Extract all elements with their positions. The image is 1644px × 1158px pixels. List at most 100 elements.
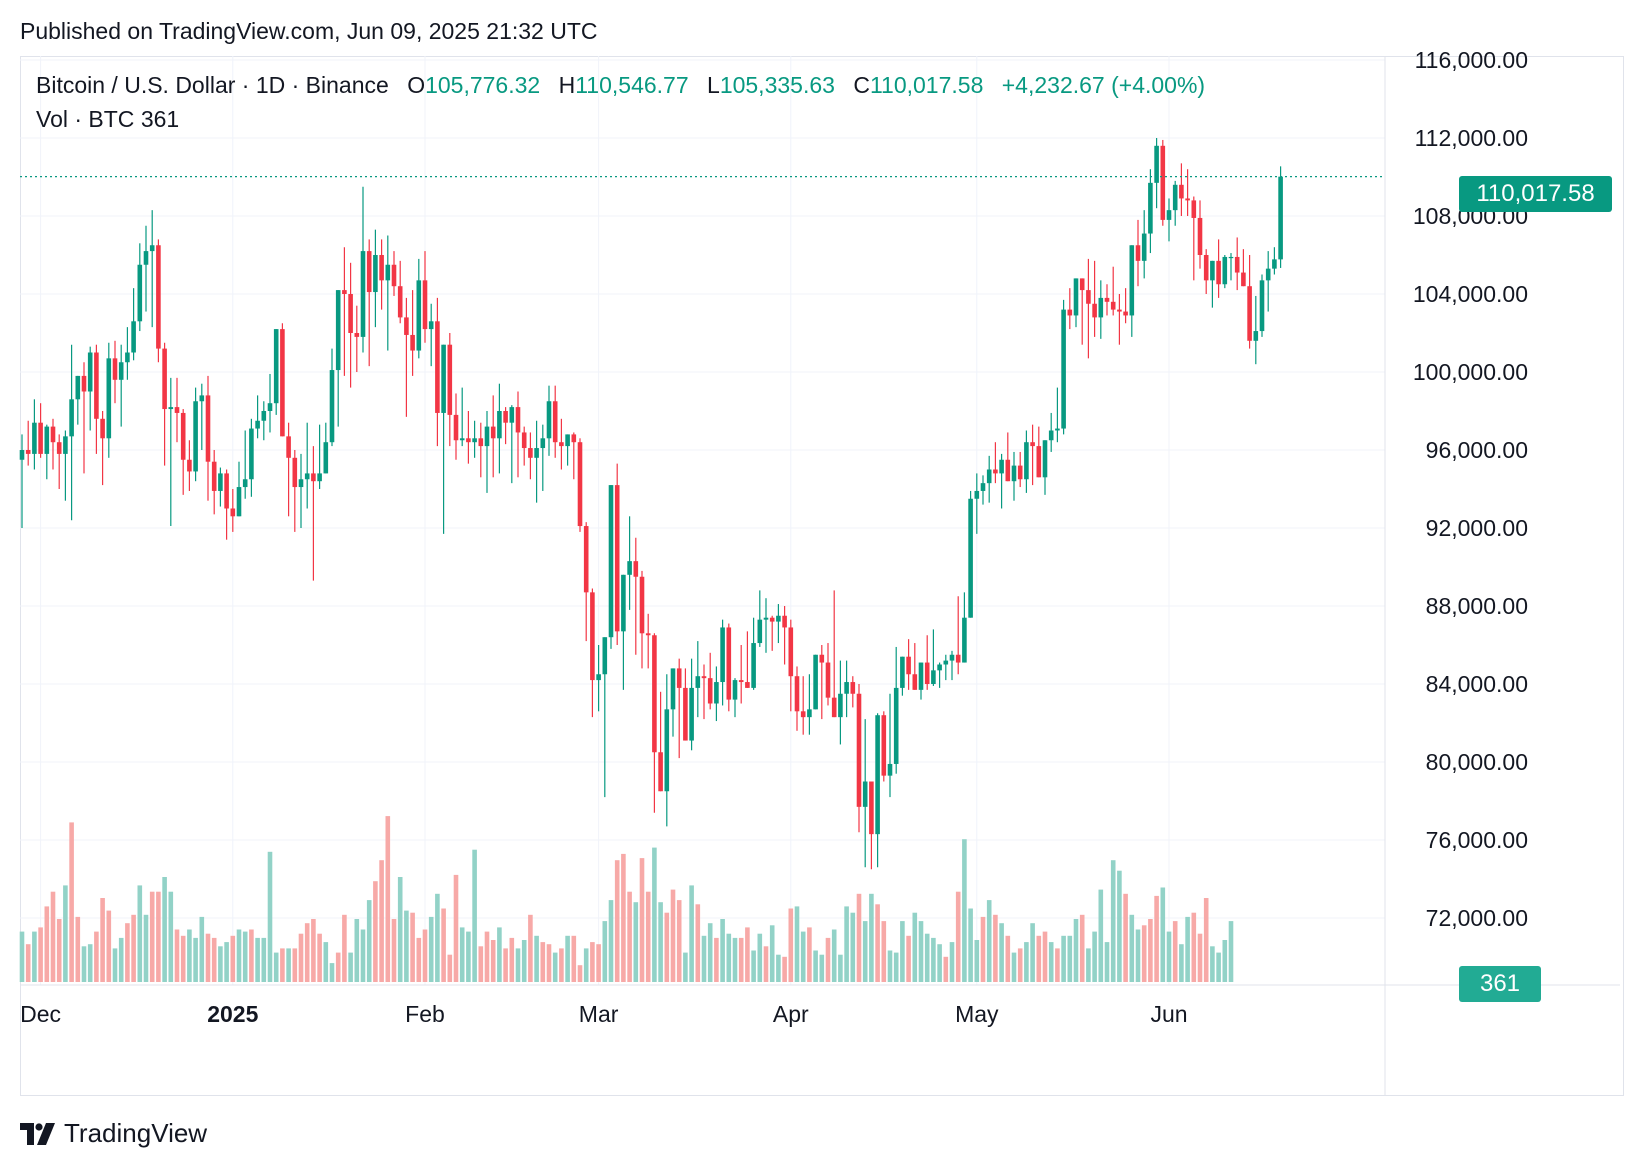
candle[interactable] <box>1005 432 1011 482</box>
candle[interactable] <box>32 399 37 470</box>
candle[interactable] <box>435 297 440 447</box>
candle[interactable] <box>149 210 155 328</box>
candle[interactable] <box>1129 245 1135 337</box>
candle[interactable] <box>379 239 384 310</box>
candle[interactable] <box>689 658 694 751</box>
candle[interactable] <box>707 652 713 710</box>
candle[interactable] <box>962 592 967 663</box>
candle[interactable] <box>168 377 174 527</box>
candle[interactable] <box>633 537 639 655</box>
candle[interactable] <box>1030 424 1035 486</box>
candle[interactable] <box>397 260 403 324</box>
candle[interactable] <box>1086 258 1091 359</box>
candle[interactable] <box>1092 260 1097 337</box>
candle[interactable] <box>639 570 645 669</box>
candle[interactable] <box>1061 299 1066 435</box>
candle[interactable] <box>323 422 329 474</box>
candle[interactable] <box>143 225 149 312</box>
candle[interactable] <box>1259 274 1265 337</box>
candle[interactable] <box>1036 426 1042 478</box>
candle[interactable] <box>732 678 738 718</box>
candle[interactable] <box>720 619 725 706</box>
candle[interactable] <box>1011 451 1017 501</box>
candle[interactable] <box>131 288 136 361</box>
candle[interactable] <box>1098 280 1104 339</box>
candle[interactable] <box>695 641 701 718</box>
candle[interactable] <box>125 327 130 380</box>
candle[interactable] <box>261 401 267 441</box>
candle[interactable] <box>236 461 242 517</box>
candle[interactable] <box>410 290 415 376</box>
candle[interactable] <box>528 432 533 480</box>
candle[interactable] <box>137 243 143 332</box>
candle[interactable] <box>881 711 887 782</box>
candle[interactable] <box>211 450 217 515</box>
candle[interactable] <box>329 348 335 447</box>
candle[interactable] <box>422 251 428 343</box>
candle[interactable] <box>1234 237 1240 291</box>
candle[interactable] <box>763 598 769 653</box>
candle[interactable] <box>1197 200 1203 269</box>
candle[interactable] <box>745 631 750 688</box>
candle[interactable] <box>1073 278 1079 328</box>
candle[interactable] <box>1123 288 1128 324</box>
candle[interactable] <box>335 290 341 427</box>
candle[interactable] <box>924 635 930 690</box>
candle[interactable] <box>825 643 831 706</box>
candle[interactable] <box>1228 253 1234 281</box>
candle[interactable] <box>652 633 657 813</box>
candle[interactable] <box>205 375 211 501</box>
candle[interactable] <box>658 691 663 792</box>
candle[interactable] <box>1278 166 1283 268</box>
tradingview-logo[interactable]: TradingView <box>20 1118 207 1149</box>
candle[interactable] <box>1024 430 1029 493</box>
candle[interactable] <box>1055 387 1060 443</box>
candle[interactable] <box>354 305 360 372</box>
candle[interactable] <box>856 684 862 833</box>
candle[interactable] <box>999 453 1004 509</box>
candle[interactable] <box>521 426 527 466</box>
candle[interactable] <box>94 344 99 454</box>
candle[interactable] <box>199 383 205 450</box>
candle[interactable] <box>100 411 105 486</box>
candle[interactable] <box>280 323 285 437</box>
candle[interactable] <box>366 239 372 367</box>
candle[interactable] <box>342 247 347 376</box>
candle[interactable] <box>56 434 62 489</box>
candle[interactable] <box>918 662 924 700</box>
candle[interactable] <box>596 645 601 712</box>
candle[interactable] <box>50 418 56 470</box>
candle[interactable] <box>180 409 186 495</box>
candle[interactable] <box>38 403 43 458</box>
candle[interactable] <box>1216 239 1221 298</box>
candle[interactable] <box>974 473 980 534</box>
candle[interactable] <box>63 430 68 501</box>
candle[interactable] <box>621 574 626 690</box>
chart-frame[interactable] <box>20 56 1624 1096</box>
candle[interactable] <box>955 596 961 675</box>
candle[interactable] <box>844 660 849 718</box>
candle[interactable] <box>1160 139 1166 226</box>
candle[interactable] <box>441 344 446 534</box>
candle[interactable] <box>360 186 366 353</box>
candle[interactable] <box>937 662 942 688</box>
candle[interactable] <box>875 713 880 868</box>
candle[interactable] <box>267 373 273 433</box>
candle[interactable] <box>404 297 409 417</box>
candle[interactable] <box>819 645 825 720</box>
candle[interactable] <box>1117 294 1122 345</box>
candle[interactable] <box>751 617 756 690</box>
candle[interactable] <box>571 432 577 480</box>
candle[interactable] <box>645 613 651 669</box>
candle[interactable] <box>230 489 236 532</box>
candle[interactable] <box>776 604 781 644</box>
candle[interactable] <box>1247 255 1252 349</box>
candle[interactable] <box>286 422 291 517</box>
candle[interactable] <box>87 346 93 431</box>
candle[interactable] <box>459 387 465 447</box>
candle[interactable] <box>193 387 198 482</box>
candle[interactable] <box>788 619 794 712</box>
candle[interactable] <box>534 420 539 503</box>
candle[interactable] <box>1079 278 1085 345</box>
candle[interactable] <box>1185 169 1190 216</box>
